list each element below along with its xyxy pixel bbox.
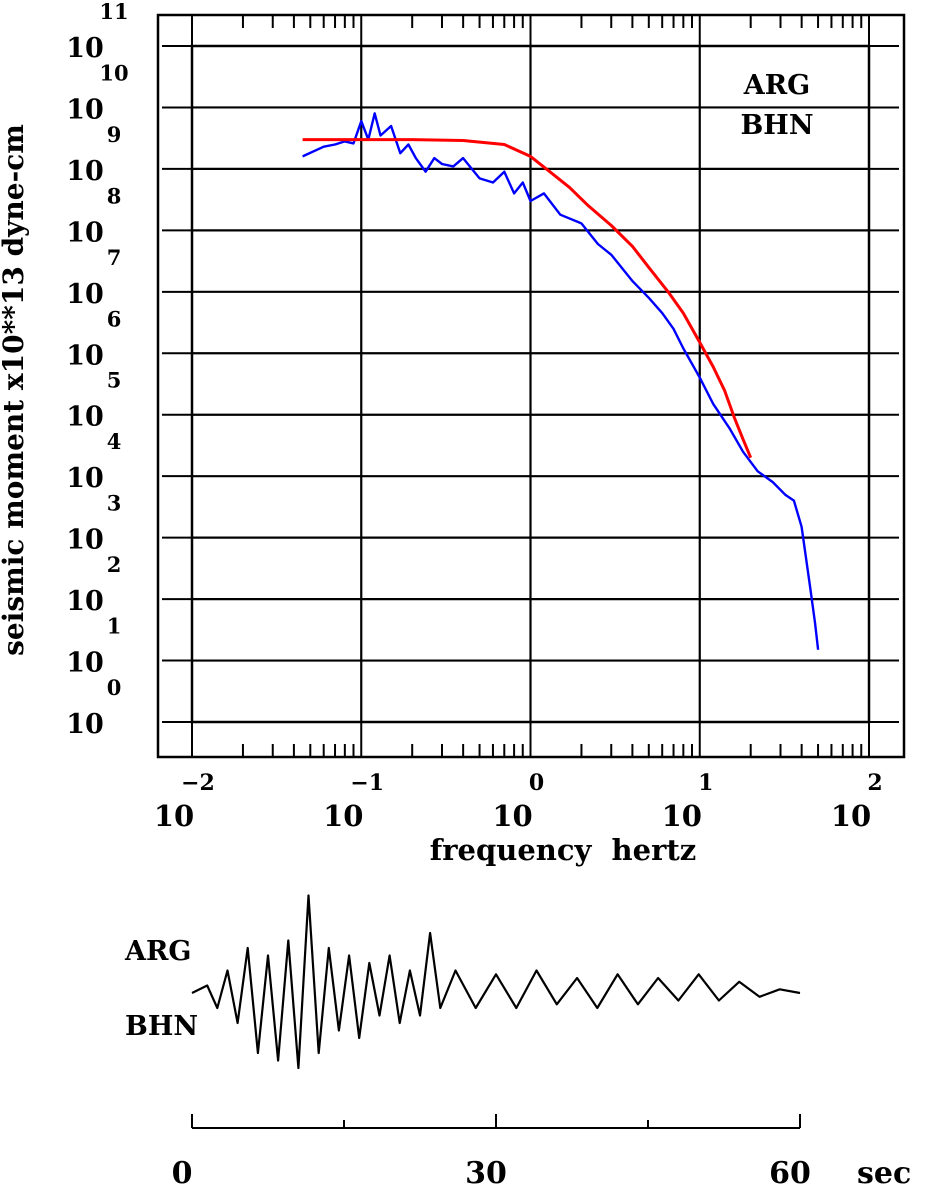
y-tick-base: 10 (66, 340, 104, 371)
y-tick-exponent: 7 (107, 245, 122, 270)
x-tick-exponent: 2 (867, 770, 882, 796)
y-tick-exponent: 10 (99, 60, 128, 85)
x-tick-base: 10 (323, 799, 363, 833)
x-tick-exponent: −1 (350, 770, 384, 796)
time-axis-tick-label: 30 (465, 1156, 507, 1184)
y-tick-base: 10 (66, 709, 104, 740)
y-tick-exponent: 3 (107, 491, 122, 516)
time-axis-labels: 0 30 60 (172, 1156, 811, 1184)
y-tick-exponent: 8 (107, 183, 122, 208)
y-tick-exponent: 0 (107, 675, 122, 700)
seismogram-panel: ARG BHN 0 30 60 sec (124, 894, 911, 1184)
y-tick-base: 10 (66, 217, 104, 248)
time-axis-ticks (191, 1114, 801, 1128)
x-tick-base: 10 (154, 799, 194, 833)
y-tick-exponent: 9 (107, 122, 122, 147)
time-axis-tick-label: 0 (172, 1156, 193, 1184)
data-series (302, 112, 820, 650)
x-tick-base: 10 (662, 799, 702, 833)
y-axis-title: seismic moment x10**13 dyne-cm (0, 124, 30, 656)
seismogram-line (191, 894, 801, 1070)
y-tick-exponent: 1 (107, 614, 122, 639)
x-tick-exponent: 0 (529, 770, 544, 796)
y-tick-exponent: 11 (99, 0, 128, 24)
seismogram-component-label: BHN (125, 1011, 198, 1042)
component-label: BHN (740, 110, 813, 141)
x-tick-exponent: −2 (181, 770, 215, 796)
y-tick-base: 10 (66, 525, 104, 556)
time-axis-unit: sec (857, 1156, 911, 1184)
y-tick-base: 10 (66, 648, 104, 679)
y-tick-base: 10 (66, 94, 104, 125)
x-tick-base: 10 (492, 799, 532, 833)
x-axis-title: frequency hertz (430, 833, 696, 867)
y-axis-ticks (162, 45, 899, 723)
y-tick-exponent: 2 (107, 552, 122, 577)
y-tick-exponent: 4 (107, 429, 122, 454)
station-label: ARG (743, 70, 810, 101)
x-tick-labels: 10 −2 10 −1 10 0 10 1 10 2 (154, 770, 883, 833)
y-tick-base: 10 (66, 279, 104, 310)
time-axis-tick-label: 60 (769, 1156, 811, 1184)
gridlines (192, 46, 869, 722)
model-fit-line (302, 138, 753, 459)
y-tick-base: 10 (66, 586, 104, 617)
x-tick-base: 10 (831, 799, 871, 833)
seismogram-station-label: ARG (124, 936, 191, 967)
y-tick-base: 10 (66, 33, 104, 64)
observed-spectrum-line (302, 112, 820, 650)
y-tick-base: 10 (66, 402, 104, 433)
y-tick-base: 10 (66, 156, 104, 187)
x-tick-exponent: 1 (698, 770, 713, 796)
x-axis-ticks (191, 16, 870, 757)
seismogram-trace (191, 894, 801, 1070)
y-tick-exponent: 5 (107, 368, 122, 393)
y-tick-base: 10 (66, 463, 104, 494)
y-tick-exponent: 6 (107, 306, 122, 331)
